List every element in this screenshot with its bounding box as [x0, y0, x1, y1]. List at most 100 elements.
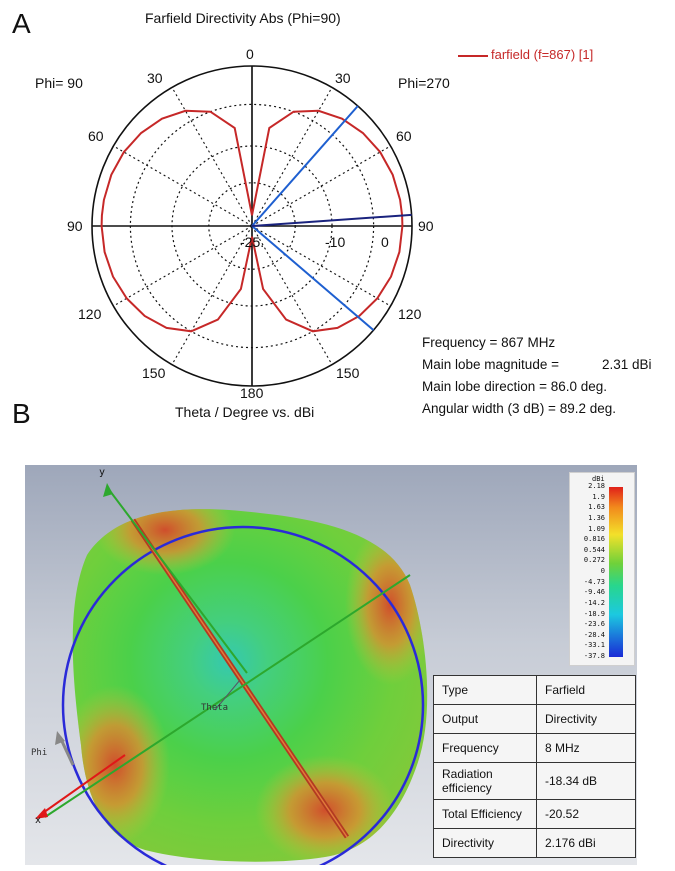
- polar-spoke: [171, 225, 253, 365]
- angle-label-150-right: 150: [336, 365, 360, 381]
- colorbar-tick: -28.4: [583, 630, 605, 639]
- property-value: Farfield: [536, 675, 636, 705]
- info-frequency: Frequency = 867 MHz: [422, 335, 556, 350]
- property-value: -20.52: [536, 799, 636, 829]
- axis-theta-label: Theta: [201, 703, 229, 713]
- polar-trace-group: [100, 105, 412, 333]
- beamwidth-edge-line: [251, 225, 375, 331]
- angle-label-30-right: 30: [335, 70, 351, 86]
- axis-phi-label: Phi: [31, 748, 48, 758]
- property-key: Frequency: [433, 733, 537, 763]
- polar-grid: [91, 65, 413, 387]
- polar-spoke: [113, 225, 253, 307]
- property-key: Total Efficiency: [433, 799, 537, 829]
- polar-spoke: [251, 87, 333, 227]
- radial-label-0: 0: [381, 234, 389, 250]
- colorbar-tick: -4.73: [583, 577, 605, 586]
- polar-plot: [91, 65, 413, 387]
- property-key: Directivity: [433, 828, 537, 858]
- colorbar-tick: 1.36: [588, 513, 605, 522]
- info-main-lobe-magnitude-value: 2.31 dBi: [602, 357, 652, 372]
- colorbar-tick: 0.816: [583, 535, 605, 544]
- legend-swatch: [458, 55, 488, 57]
- hotspot-bottom-right: [255, 755, 395, 862]
- hotspot-top-left: [95, 509, 235, 575]
- colorbar-tick: 0: [600, 567, 605, 575]
- chart-title: Farfield Directivity Abs (Phi=90): [145, 10, 341, 26]
- reference-circle: [61, 525, 425, 865]
- main-beam-plane-highlight: [132, 519, 348, 838]
- angle-label-120-right: 120: [398, 306, 422, 322]
- main-lobe-direction-line: [251, 213, 412, 227]
- angle-label-180: 180: [240, 385, 264, 401]
- table-row: Directivity 2.176 dBi: [433, 828, 636, 858]
- colorbar-tick: -9.46: [583, 588, 605, 597]
- angle-label-90-left: 90: [67, 218, 83, 234]
- table-row: Type Farfield: [433, 675, 636, 705]
- polar-spoke: [171, 87, 253, 227]
- properties-table: Type Farfield Output Directivity Frequency 8 …: [433, 675, 636, 858]
- farfield-3d-view[interactable]: y x Phi Theta dBi 2.18 1.9 1.63 1.36 1.09 0.8…: [25, 465, 637, 865]
- colorbar-tick: 1.09: [588, 524, 605, 533]
- beamwidth-edge-line: [251, 105, 359, 227]
- colorbar-tick: -18.9: [583, 609, 605, 618]
- polar-spoke: [251, 225, 391, 307]
- property-value: 2.176 dBi: [536, 828, 636, 858]
- colorbar: dBi 2.18 1.9 1.63 1.36 1.09 0.816 0.544 0.272 0 -…: [569, 472, 635, 666]
- polar-spoke: [251, 225, 333, 365]
- trace-right-lobe: [251, 109, 404, 333]
- colorbar-tick: -14.2: [583, 598, 605, 607]
- angle-label-120-left: 120: [78, 306, 102, 322]
- info-main-lobe-magnitude-label: Main lobe magnitude =: [422, 357, 559, 372]
- colorbar-gradient: [609, 487, 623, 657]
- radial-label-minus25: -25.: [240, 234, 265, 250]
- info-angular-width: Angular width (3 dB) = 89.2 deg.: [422, 401, 616, 416]
- radial-label-minus10: -10: [325, 234, 346, 250]
- theta-arrow: [214, 679, 241, 711]
- colorbar-tick: -33.1: [583, 641, 605, 650]
- farfield-3d-canvas: [35, 483, 428, 865]
- table-row: Output Directivity: [433, 704, 636, 734]
- angle-label-30-left: 30: [147, 70, 163, 86]
- table-row: Frequency 8 MHz: [433, 733, 636, 763]
- y-axis-line: [106, 486, 248, 674]
- colorbar-tick: 0.272: [583, 556, 605, 565]
- angle-label-60-right: 60: [396, 128, 412, 144]
- panel-a-label: A: [12, 8, 31, 39]
- x-axis-line: [39, 754, 126, 816]
- table-row: Radiation efficiency -18.34 dB: [433, 762, 636, 800]
- axis-y-label: y: [99, 467, 106, 478]
- property-key: Output: [433, 704, 537, 734]
- property-key: Type: [433, 675, 537, 705]
- colorbar-tick: 2.18: [588, 482, 605, 490]
- colorbar-tick: -23.6: [583, 620, 605, 629]
- hotspot-right: [345, 525, 428, 685]
- property-value: 8 MHz: [536, 733, 636, 763]
- colorbar-unit: dBi: [592, 475, 605, 483]
- colorbar-tick: -37.8: [583, 652, 605, 660]
- property-value: Directivity: [536, 704, 636, 734]
- polar-spoke: [113, 145, 253, 227]
- x-axis-caption: Theta / Degree vs. dBi: [175, 404, 315, 420]
- legend-entry[interactable]: farfield (f=867) [1]: [491, 47, 594, 62]
- angle-label-150-left: 150: [142, 365, 166, 381]
- panel-b-label: B: [12, 398, 31, 429]
- angle-label-60-left: 60: [88, 128, 104, 144]
- angle-label-90-right: 90: [418, 218, 434, 234]
- polar-spoke: [251, 145, 391, 227]
- phi-right-label: Phi=270: [398, 75, 450, 91]
- info-main-lobe-direction: Main lobe direction = 86.0 deg.: [422, 379, 607, 394]
- colorbar-tick: 0.544: [583, 545, 605, 554]
- axis-x-label: x: [35, 815, 42, 826]
- angle-label-0: 0: [246, 46, 254, 62]
- hotspot-bottom-left: [72, 685, 170, 845]
- x-axis-arrow: [35, 808, 48, 819]
- colorbar-tick: 1.63: [588, 503, 605, 512]
- colorbar-tick: 1.9: [592, 492, 605, 501]
- trace-left-lobe: [100, 109, 253, 333]
- property-value: -18.34 dB: [536, 762, 636, 800]
- horizontal-axis-line: [44, 574, 411, 818]
- y-axis-arrow: [103, 483, 113, 497]
- property-key: Radiation efficiency: [433, 762, 537, 800]
- phi-left-label: Phi= 90: [35, 75, 83, 91]
